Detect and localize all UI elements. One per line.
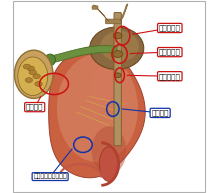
Ellipse shape xyxy=(23,64,31,69)
Ellipse shape xyxy=(90,27,144,69)
Ellipse shape xyxy=(45,54,55,66)
Text: 胆嚢管結石: 胆嚢管結石 xyxy=(159,49,181,55)
FancyBboxPatch shape xyxy=(92,6,98,9)
Ellipse shape xyxy=(18,57,48,96)
Ellipse shape xyxy=(100,31,139,62)
Ellipse shape xyxy=(99,147,119,181)
Ellipse shape xyxy=(25,78,32,83)
Ellipse shape xyxy=(27,66,34,71)
Text: 総胆管結石: 総胆管結石 xyxy=(159,73,181,80)
Ellipse shape xyxy=(92,126,126,175)
Ellipse shape xyxy=(57,54,138,162)
Ellipse shape xyxy=(14,50,53,98)
Ellipse shape xyxy=(113,51,123,58)
Ellipse shape xyxy=(113,33,122,39)
Ellipse shape xyxy=(114,73,121,78)
Text: 胆管がん: 胆管がん xyxy=(151,110,169,116)
FancyBboxPatch shape xyxy=(106,19,121,24)
Polygon shape xyxy=(49,46,117,63)
Text: 総胆管結石: 総胆管結石 xyxy=(159,25,181,31)
FancyBboxPatch shape xyxy=(114,13,121,146)
Ellipse shape xyxy=(33,74,40,79)
Text: 十二指腸乳頭部がん: 十二指腸乳頭部がん xyxy=(33,174,67,179)
Text: 胆嚢結石: 胆嚢結石 xyxy=(26,104,43,110)
Ellipse shape xyxy=(29,70,36,75)
Ellipse shape xyxy=(90,68,113,106)
Polygon shape xyxy=(49,46,145,178)
Ellipse shape xyxy=(35,82,42,86)
Polygon shape xyxy=(94,5,108,20)
Polygon shape xyxy=(120,4,128,20)
